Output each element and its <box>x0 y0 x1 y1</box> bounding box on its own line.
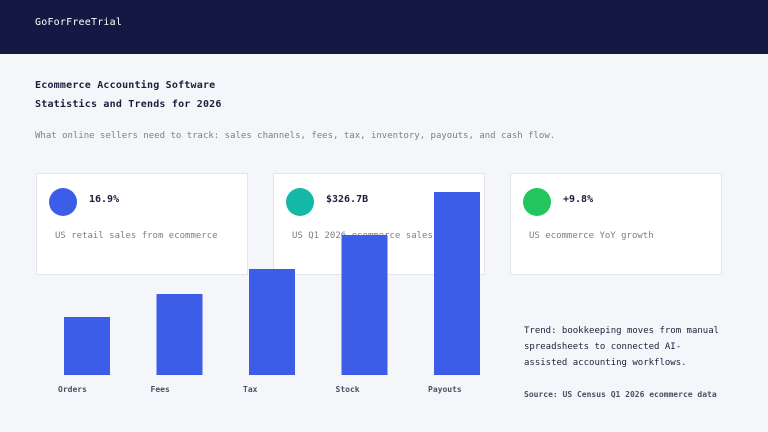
top-bar: GoForFreeTrial <box>0 0 768 54</box>
bar-orders <box>64 317 110 375</box>
stat-value: 16.9% <box>89 194 120 205</box>
stat-card-ecommerce-share: 16.9% US retail sales from ecommerce <box>36 173 248 275</box>
stat-dot-icon <box>49 188 77 216</box>
bar-payouts <box>434 192 480 375</box>
source-note: Source: US Census Q1 2026 ecommerce data <box>524 390 717 399</box>
stat-card-yoy-growth: +9.8% US ecommerce YoY growth <box>510 173 722 275</box>
x-tick-label: Orders <box>58 385 87 394</box>
stat-label: US retail sales from ecommerce <box>55 231 218 241</box>
page-title-line-2: Statistics and Trends for 2026 <box>35 99 222 110</box>
x-tick-label: Fees <box>151 385 170 394</box>
stat-label: US ecommerce YoY growth <box>529 231 654 241</box>
bar-fees <box>156 294 203 375</box>
stat-dot-icon <box>286 188 314 216</box>
page-subtitle: What online sellers need to track: sales… <box>35 131 556 141</box>
stat-dot-icon <box>523 188 551 216</box>
trend-note: Trend: bookkeeping moves from manual spr… <box>524 326 720 368</box>
stat-value: +9.8% <box>563 194 594 205</box>
bar-tax <box>249 269 295 375</box>
page-title-line-1: Ecommerce Accounting Software <box>35 80 216 91</box>
x-tick-label: Tax <box>243 385 258 394</box>
x-tick-label: Stock <box>336 385 360 394</box>
stat-value: $326.7B <box>326 194 369 205</box>
bar-stock <box>341 235 388 375</box>
brand-logo-text[interactable]: GoForFreeTrial <box>35 17 123 28</box>
x-tick-label: Payouts <box>428 385 462 394</box>
